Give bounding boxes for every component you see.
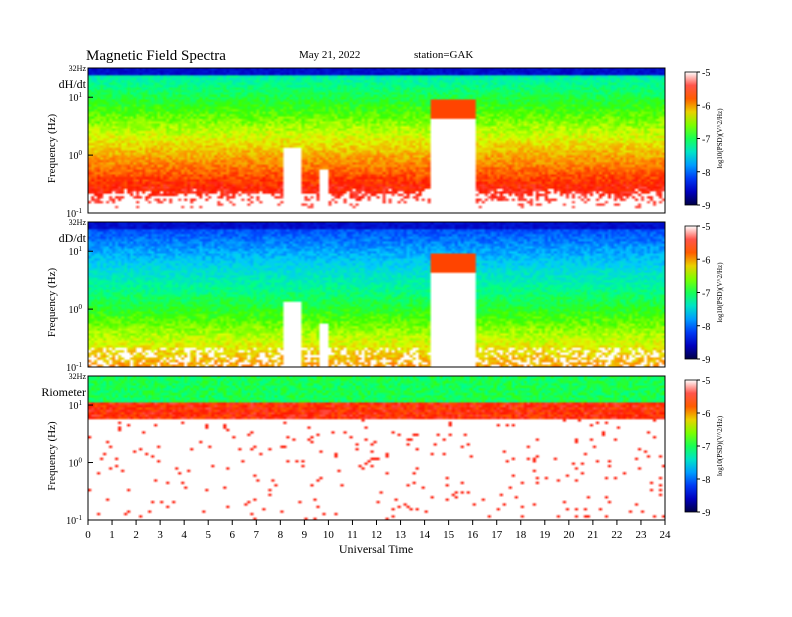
x-tick-label-10: 10 (323, 529, 335, 541)
x-tick-label-19: 19 (539, 529, 551, 541)
y-tick-label-1-2: 101 (69, 245, 83, 258)
y-tick-exponent: 1 (79, 399, 83, 407)
date-label: May 21, 2022 (299, 49, 360, 61)
y-tick-exponent: 0 (79, 303, 83, 311)
x-tick-label-17: 17 (491, 529, 503, 541)
x-tick-label-11: 11 (347, 529, 358, 541)
y-tick-label-1-1: 100 (69, 303, 83, 316)
y-tick-exponent: 0 (79, 149, 83, 157)
colorbar-tick-label-2-4: -9 (702, 508, 710, 519)
y-axis-label-1: Frequency (Hz) (46, 268, 58, 338)
panel-label-1: dD/dt (59, 231, 87, 245)
colorbar-tick-label-2-3: -8 (702, 475, 710, 486)
spectrogram-image-0 (88, 68, 665, 213)
figure-title: Magnetic Field Spectra (86, 48, 226, 64)
x-tick-label-21: 21 (587, 529, 598, 541)
y-tick-label-0-0: 10-1 (66, 207, 82, 220)
colorbar-tick-label-0-4: -9 (702, 201, 710, 212)
y-tick-exponent: 1 (79, 245, 83, 253)
colorbar-tick-label-0-0: -5 (702, 68, 710, 79)
colorbar-tick-label-2-1: -6 (702, 409, 710, 420)
y-tick-base: 10 (69, 305, 79, 316)
y-tick-exponent: -1 (76, 514, 82, 522)
x-tick-label-9: 9 (302, 529, 308, 541)
y-tick-base: 10 (69, 401, 79, 412)
spectrogram-image-2 (88, 376, 665, 520)
x-tick-label-20: 20 (563, 529, 575, 541)
x-tick-label-23: 23 (635, 529, 647, 541)
x-tick-label-18: 18 (515, 529, 527, 541)
y-tick-label-2-2: 101 (69, 399, 83, 412)
y-tick-exponent: -1 (76, 361, 82, 369)
x-tick-label-2: 2 (133, 529, 139, 541)
colorbar-tick-label-1-0: -5 (702, 222, 710, 233)
colorbar-label-1: log10(PSD)(V^2/Hz) (716, 262, 724, 323)
y-tick-base: 10 (66, 516, 76, 527)
y-tick-label-0-1: 100 (69, 149, 83, 162)
y-tick-base: 10 (69, 247, 79, 258)
y-tick-label-1-0: 10-1 (66, 361, 82, 374)
y-tick-label-2-0: 10-1 (66, 514, 82, 527)
colorbar-label-0: log10(PSD)(V^2/Hz) (716, 108, 724, 169)
y-tick-base: 10 (69, 459, 79, 470)
x-axis: 0 1 2 3 4 5 6 7 8 9 10 11 12 13 14 15 16 17 18 19 20 21 22 23 24 (85, 520, 671, 541)
colorbar-tick-label-1-1: -6 (702, 255, 710, 266)
x-tick-label-13: 13 (395, 529, 407, 541)
colorbar-tick-label-0-2: -7 (702, 135, 710, 146)
y-tick-label-2-1: 100 (69, 457, 83, 470)
colorbar-tick-label-2-2: -7 (702, 442, 710, 453)
x-axis-label: Universal Time (339, 542, 413, 556)
top-freq-label-1: 32Hz (69, 218, 87, 227)
spectrogram-image-1 (88, 222, 665, 367)
x-tick-label-8: 8 (278, 529, 284, 541)
x-tick-label-6: 6 (230, 529, 236, 541)
y-tick-base: 10 (69, 93, 79, 104)
y-tick-base: 10 (66, 363, 76, 374)
colorbar-tick-label-2-0: -5 (702, 376, 710, 387)
top-freq-label-2: 32Hz (69, 372, 87, 381)
x-tick-label-12: 12 (371, 529, 382, 541)
y-tick-exponent: 0 (79, 457, 83, 465)
colorbar-1 (684, 225, 698, 360)
colorbar-label-2: log10(PSD)(V^2/Hz) (716, 415, 724, 476)
colorbar-2 (684, 379, 698, 513)
panel-frame-0 (87, 67, 666, 214)
y-tick-base: 10 (69, 151, 79, 162)
y-tick-label-0-2: 101 (69, 91, 83, 104)
x-tick-label-16: 16 (467, 529, 479, 541)
y-axis-label-0: Frequency (Hz) (46, 114, 58, 184)
panel-label-2: Riometer (41, 385, 86, 399)
x-tick-label-15: 15 (443, 529, 455, 541)
colorbar-tick-label-0-1: -6 (702, 101, 710, 112)
x-tick-label-3: 3 (157, 529, 163, 541)
x-tick-label-24: 24 (660, 529, 672, 541)
panel-label-0: dH/dt (59, 77, 87, 91)
x-tick-label-14: 14 (419, 529, 431, 541)
x-tick-label-4: 4 (181, 529, 187, 541)
x-tick-label-7: 7 (254, 529, 260, 541)
colorbar-tick-label-0-3: -8 (702, 168, 710, 179)
y-tick-exponent: -1 (76, 207, 82, 215)
y-tick-base: 10 (66, 209, 76, 220)
y-tick-exponent: 1 (79, 91, 83, 99)
colorbar-tick-label-1-4: -9 (702, 355, 710, 366)
x-tick-label-0: 0 (85, 529, 91, 541)
colorbar-0 (684, 71, 698, 206)
x-tick-label-22: 22 (611, 529, 622, 541)
panel-frame-1 (87, 221, 666, 368)
top-freq-label-0: 32Hz (69, 64, 87, 73)
station-label: station=GAK (414, 49, 473, 61)
colorbar-tick-label-1-3: -8 (702, 322, 710, 333)
y-axis-label-2: Frequency (Hz) (46, 421, 58, 491)
colorbar-tick-label-1-2: -7 (702, 289, 710, 300)
x-tick-label-1: 1 (109, 529, 115, 541)
x-tick-label-5: 5 (205, 529, 211, 541)
